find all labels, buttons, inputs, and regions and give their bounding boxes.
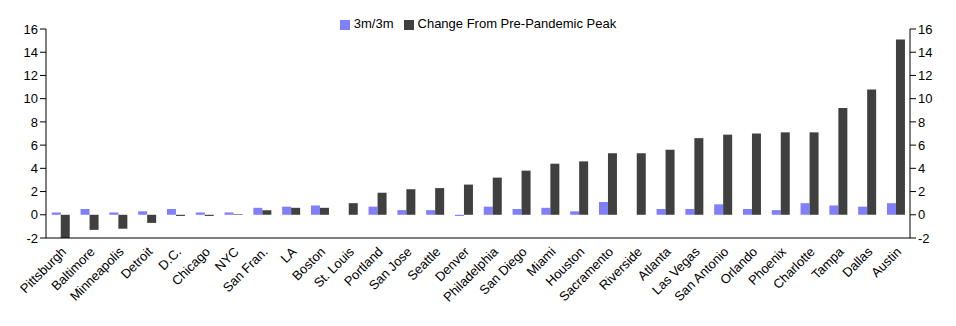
svg-text:0: 0 [31, 207, 38, 222]
svg-text:Atlanta: Atlanta [634, 244, 674, 284]
svg-text:2: 2 [31, 184, 38, 199]
svg-text:Philadelphia: Philadelphia [440, 244, 501, 305]
svg-text:0: 0 [918, 207, 925, 222]
svg-text:San Antonio: San Antonio [671, 244, 732, 305]
svg-text:16: 16 [24, 22, 38, 37]
svg-text:San Diego: San Diego [476, 244, 530, 298]
svg-text:2: 2 [918, 184, 925, 199]
svg-text:Charlotte: Charlotte [770, 244, 818, 292]
svg-text:Sacramento: Sacramento [556, 244, 617, 305]
html-text:3m/3m: 3m/3m [353, 16, 394, 31]
html-text:Change From Pre-Pandemic Peak: Change From Pre-Pandemic Peak [417, 16, 617, 31]
svg-text:D.C.: D.C. [155, 244, 185, 273]
svg-text:-2: -2 [918, 231, 930, 246]
svg-text:Austin: Austin [868, 244, 904, 280]
svg-text:Chicago: Chicago [169, 244, 213, 288]
svg-text:12: 12 [918, 68, 932, 83]
svg-text:Pittsburgh: Pittsburgh [17, 244, 69, 296]
svg-text:6: 6 [31, 138, 38, 153]
svg-text:6: 6 [918, 138, 925, 153]
svg-text:Denver: Denver [432, 244, 473, 285]
svg-text:Minneapolis: Minneapolis [67, 244, 127, 304]
svg-text:10: 10 [24, 91, 38, 106]
svg-text:Seattle: Seattle [404, 244, 444, 284]
svg-text:Boston: Boston [289, 244, 329, 284]
svg-text:14: 14 [24, 45, 38, 60]
svg-text:St. Louis: St. Louis [310, 244, 357, 291]
svg-text:Tampa: Tampa [808, 244, 847, 283]
svg-text:-2: -2 [26, 231, 38, 246]
svg-text:LA: LA [278, 244, 300, 266]
svg-text:Dallas: Dallas [839, 244, 876, 281]
svg-text:16: 16 [918, 22, 932, 37]
svg-text:Las Vegas: Las Vegas [649, 244, 703, 298]
svg-text:Riverside: Riverside [596, 244, 645, 293]
svg-text:12: 12 [24, 68, 38, 83]
svg-text:14: 14 [918, 45, 932, 60]
svg-text:10: 10 [918, 91, 932, 106]
svg-text:Phoenix: Phoenix [745, 244, 789, 288]
svg-text:4: 4 [918, 161, 925, 176]
svg-text:NYC: NYC [211, 244, 242, 275]
svg-text:Miami: Miami [523, 244, 559, 280]
svg-text:Detroit: Detroit [118, 244, 156, 282]
svg-text:4: 4 [31, 161, 38, 176]
svg-text:Orlando: Orlando [716, 244, 761, 288]
svg-text:Portland: Portland [341, 244, 386, 289]
svg-text:San Jose: San Jose [365, 244, 415, 293]
svg-text:Baltimore: Baltimore [48, 244, 98, 294]
svg-text:San Fran.: San Fran. [220, 244, 271, 295]
svg-text:8: 8 [918, 115, 925, 130]
svg-text:8: 8 [31, 115, 38, 130]
svg-text:Houston: Houston [542, 244, 588, 289]
